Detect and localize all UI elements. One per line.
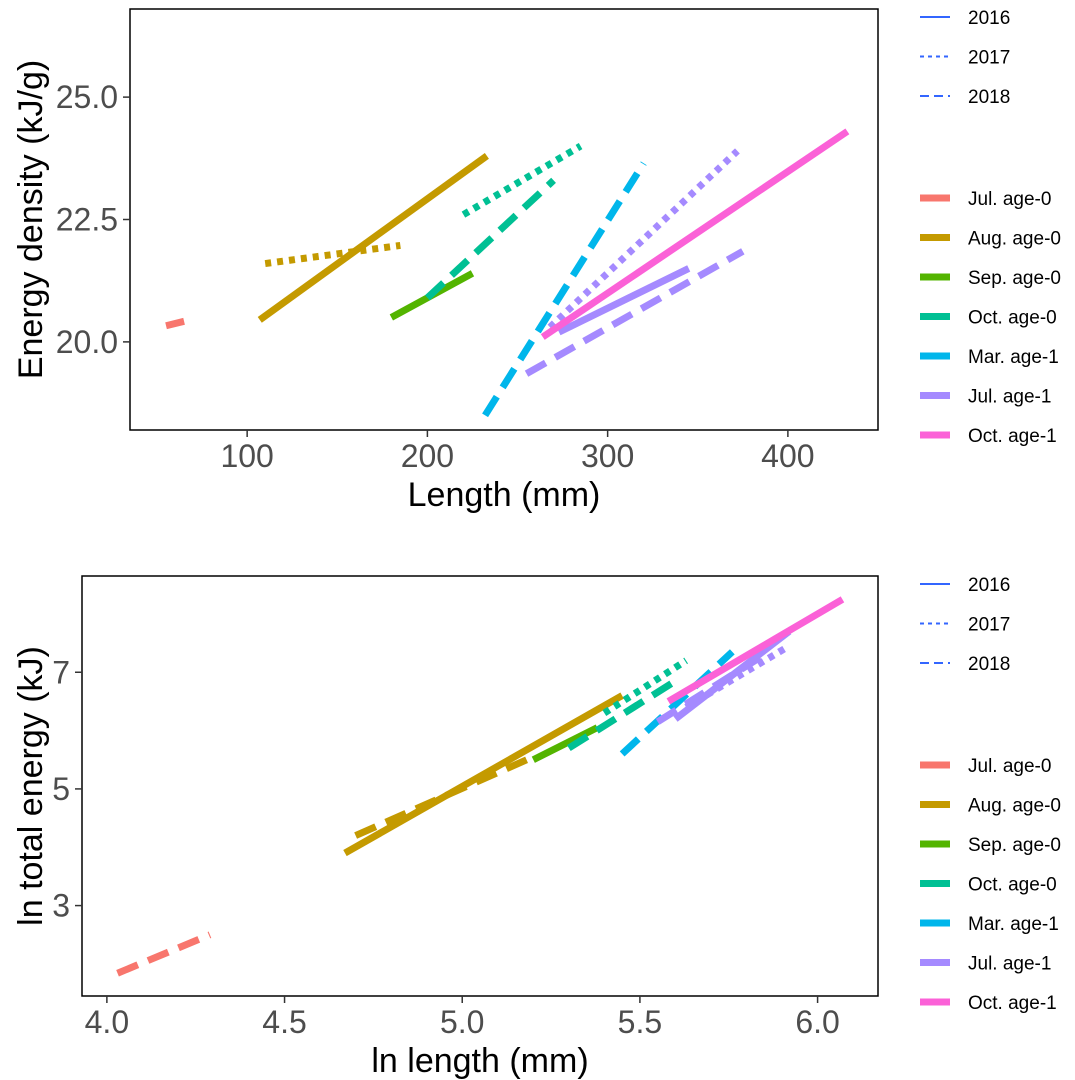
legend-label-aug-age-0: Aug. age-0	[968, 796, 1061, 817]
series-line-oct-age-12016	[540, 128, 850, 340]
legend-label-2017: 2017	[968, 48, 1010, 69]
series-line-jul-age-12016	[673, 628, 792, 722]
legend-label-oct-age-0: Oct. age-0	[968, 308, 1057, 329]
legend-label-jul-age-0: Jul. age-0	[968, 756, 1051, 777]
legend-label-jul-age-0: Jul. age-0	[968, 189, 1051, 210]
series-lines	[165, 128, 850, 418]
series-line-jul-age-12017	[684, 642, 791, 711]
series-line-oct-age-02017	[602, 657, 688, 717]
legend-label-sep-age-0: Sep. age-0	[968, 835, 1061, 856]
y-tick-label: 5	[52, 771, 70, 807]
chart-panel-1: 100 200 300 400 20.0 22.5 25.0 Length (mm) Energ…	[12, 8, 1061, 514]
series-line-jul-age-12016	[557, 265, 691, 336]
legend-label-sep-age-0: Sep. age-0	[968, 268, 1061, 289]
plot-border	[81, 575, 879, 997]
y-axis-title: ln total energy (kJ)	[12, 646, 50, 926]
legend-label-mar-age-1: Mar. age-1	[968, 347, 1059, 368]
legend-label-2017: 2017	[968, 615, 1010, 636]
x-tick-label: 300	[581, 438, 634, 474]
series-line-mar-age-12018	[482, 161, 647, 418]
x-tick-label: 100	[220, 438, 273, 474]
series-line-aug-age-02016	[257, 153, 489, 323]
x-axis-title: ln length (mm)	[371, 1042, 588, 1080]
series-line-oct-age-02018	[566, 678, 678, 752]
legend: 2016 2017 2018 Jul. age-0 Aug. age-0 Sep. age…	[920, 8, 1061, 447]
series-line-aug-age-02017	[264, 241, 401, 268]
x-tick-label: 6.0	[795, 1004, 839, 1040]
series-line-jul-age-02018	[116, 931, 212, 977]
x-tick-label: 5.0	[440, 1004, 484, 1040]
legend-label-2016: 2016	[968, 8, 1010, 29]
legend-label-oct-age-1: Oct. age-1	[968, 993, 1057, 1014]
series-line-jul-age-12018	[655, 651, 767, 725]
series-line-jul-age-12017	[547, 148, 740, 330]
y-axis-title: Energy density (kJ/g)	[12, 60, 50, 379]
series-line-jul-age-02018	[165, 317, 185, 330]
x-tick-label: 400	[761, 438, 814, 474]
x-tick-label: 4.5	[262, 1004, 306, 1040]
plot-border	[129, 8, 879, 431]
legend: 2016 2017 2018 Jul. age-0 Aug. age-0 Sep. age…	[920, 575, 1061, 1014]
legend-label-jul-age-1: Jul. age-1	[968, 954, 1051, 975]
series-line-mar-age-12018	[619, 649, 735, 757]
legend-label-oct-age-1: Oct. age-1	[968, 426, 1057, 447]
y-tick-label: 7	[52, 654, 70, 690]
y-tick-label: 22.5	[56, 202, 118, 238]
legend-label-2018: 2018	[968, 654, 1010, 675]
legend-label-2016: 2016	[968, 575, 1010, 596]
y-tick-label: 25.0	[56, 79, 118, 115]
legend-label-oct-age-0: Oct. age-0	[968, 875, 1057, 896]
x-tick-label: 5.5	[618, 1004, 662, 1040]
series-line-sep-age-02016	[531, 724, 599, 763]
series-line-oct-age-02018	[425, 177, 556, 301]
series-line-aug-age-02016	[343, 692, 624, 857]
x-tick-label: 4.0	[85, 1004, 129, 1040]
legend-label-aug-age-0: Aug. age-0	[968, 229, 1061, 250]
series-lines	[116, 596, 845, 977]
series-line-jul-age-12018	[524, 248, 745, 377]
x-axis-title: Length (mm)	[408, 476, 601, 514]
y-tick-label: 3	[52, 888, 70, 924]
series-line-oct-age-12016	[666, 596, 845, 705]
legend-label-mar-age-1: Mar. age-1	[968, 914, 1059, 935]
chart-panel-2: 4.0 4.5 5.0 5.5 6.0 3 5 7 ln length (mm) ln total…	[12, 575, 1061, 1080]
y-tick-label: 20.0	[56, 324, 118, 360]
series-line-oct-age-02017	[461, 143, 583, 218]
legend-label-2018: 2018	[968, 87, 1010, 108]
x-tick-label: 200	[401, 438, 454, 474]
legend-label-jul-age-1: Jul. age-1	[968, 387, 1051, 408]
